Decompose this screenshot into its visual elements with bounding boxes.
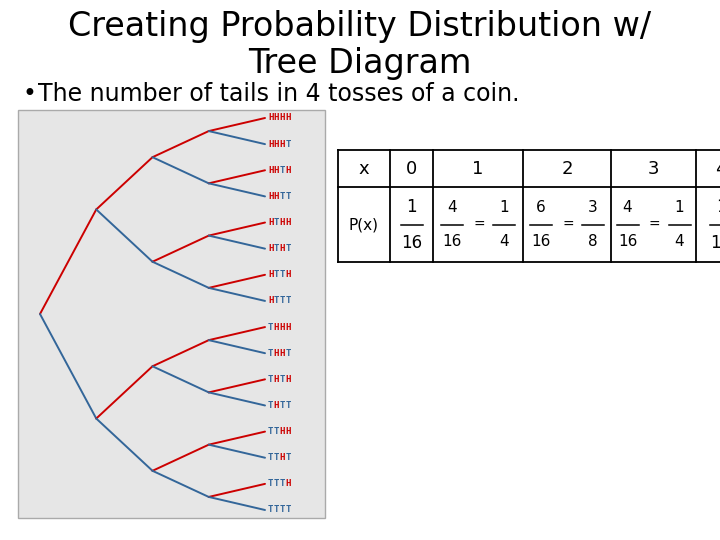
Text: H: H [268, 166, 274, 175]
Text: 16: 16 [401, 233, 422, 252]
Text: T: T [285, 401, 291, 410]
Text: T: T [285, 505, 291, 515]
Text: T: T [285, 140, 291, 149]
Text: 1: 1 [406, 198, 417, 215]
Text: 6: 6 [536, 200, 546, 215]
Text: T: T [279, 480, 285, 488]
Text: T: T [274, 296, 279, 306]
Text: H: H [274, 166, 279, 175]
Text: H: H [279, 349, 285, 357]
Text: H: H [274, 192, 279, 201]
Text: 16: 16 [531, 233, 551, 248]
Text: =: = [649, 218, 660, 232]
Text: H: H [279, 113, 285, 123]
Text: T: T [274, 427, 279, 436]
Text: H: H [279, 453, 285, 462]
Text: T: T [279, 166, 285, 175]
Text: T: T [274, 244, 279, 253]
Text: H: H [279, 427, 285, 436]
Text: T: T [274, 505, 279, 515]
Text: H: H [285, 166, 291, 175]
Text: =: = [473, 218, 485, 232]
Text: H: H [279, 322, 285, 332]
Text: T: T [279, 505, 285, 515]
Text: 4: 4 [623, 200, 632, 215]
Text: T: T [279, 296, 285, 306]
Text: T: T [274, 480, 279, 488]
Text: H: H [274, 322, 279, 332]
Text: 4: 4 [499, 233, 509, 248]
Text: 0: 0 [406, 159, 417, 178]
Text: =: = [562, 218, 574, 232]
Text: H: H [268, 218, 274, 227]
Text: 3: 3 [588, 200, 598, 215]
Text: T: T [268, 349, 274, 357]
Text: H: H [285, 375, 291, 384]
Text: H: H [285, 322, 291, 332]
Text: T: T [274, 271, 279, 279]
Text: 16: 16 [618, 233, 637, 248]
Text: H: H [268, 296, 274, 306]
Text: H: H [285, 427, 291, 436]
Text: T: T [268, 505, 274, 515]
Text: T: T [274, 218, 279, 227]
Text: H: H [285, 113, 291, 123]
Text: T: T [268, 427, 274, 436]
Text: 1: 1 [675, 200, 684, 215]
Text: 16: 16 [711, 233, 720, 252]
Text: 1: 1 [499, 200, 509, 215]
Text: 3: 3 [648, 159, 660, 178]
Text: H: H [268, 271, 274, 279]
Text: T: T [285, 349, 291, 357]
Text: 8: 8 [588, 233, 598, 248]
Text: H: H [268, 244, 274, 253]
Text: 16: 16 [442, 233, 462, 248]
Text: The number of tails in 4 tosses of a coin.: The number of tails in 4 tosses of a coi… [38, 82, 520, 106]
Text: H: H [274, 401, 279, 410]
Text: H: H [279, 244, 285, 253]
Text: P(x): P(x) [349, 217, 379, 232]
Text: T: T [274, 453, 279, 462]
Text: H: H [279, 140, 285, 149]
Text: T: T [285, 244, 291, 253]
Text: H: H [274, 375, 279, 384]
Text: H: H [274, 113, 279, 123]
Text: x: x [359, 159, 369, 178]
Text: T: T [285, 453, 291, 462]
Text: •: • [22, 82, 36, 106]
FancyBboxPatch shape [18, 110, 325, 518]
Text: T: T [268, 480, 274, 488]
Text: T: T [279, 192, 285, 201]
Text: T: T [279, 375, 285, 384]
Text: T: T [268, 401, 274, 410]
Text: 2: 2 [562, 159, 572, 178]
Text: T: T [285, 296, 291, 306]
Text: T: T [285, 192, 291, 201]
Text: 1: 1 [472, 159, 484, 178]
Text: T: T [268, 375, 274, 384]
Text: T: T [268, 453, 274, 462]
Text: H: H [268, 140, 274, 149]
Text: H: H [268, 113, 274, 123]
Text: 4: 4 [715, 159, 720, 178]
Text: H: H [285, 218, 291, 227]
Text: T: T [268, 322, 274, 332]
Text: H: H [279, 218, 285, 227]
Text: 4: 4 [447, 200, 456, 215]
Text: H: H [285, 271, 291, 279]
Text: Tree Diagram: Tree Diagram [248, 47, 472, 80]
Text: H: H [274, 349, 279, 357]
Text: T: T [279, 401, 285, 410]
Text: Creating Probability Distribution w/: Creating Probability Distribution w/ [68, 10, 652, 43]
Text: 4: 4 [675, 233, 684, 248]
Text: H: H [268, 192, 274, 201]
Text: T: T [279, 271, 285, 279]
Text: H: H [274, 140, 279, 149]
Text: H: H [285, 480, 291, 488]
Text: 1: 1 [716, 198, 720, 215]
